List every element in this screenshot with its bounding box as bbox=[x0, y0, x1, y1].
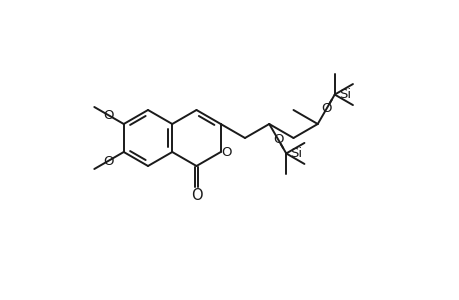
Text: Si: Si bbox=[338, 88, 350, 101]
Text: O: O bbox=[103, 109, 113, 122]
Text: O: O bbox=[103, 154, 113, 167]
Text: O: O bbox=[221, 146, 231, 158]
Text: O: O bbox=[272, 133, 283, 146]
Text: O: O bbox=[321, 102, 331, 115]
Text: O: O bbox=[190, 188, 202, 202]
Text: Si: Si bbox=[290, 147, 302, 160]
